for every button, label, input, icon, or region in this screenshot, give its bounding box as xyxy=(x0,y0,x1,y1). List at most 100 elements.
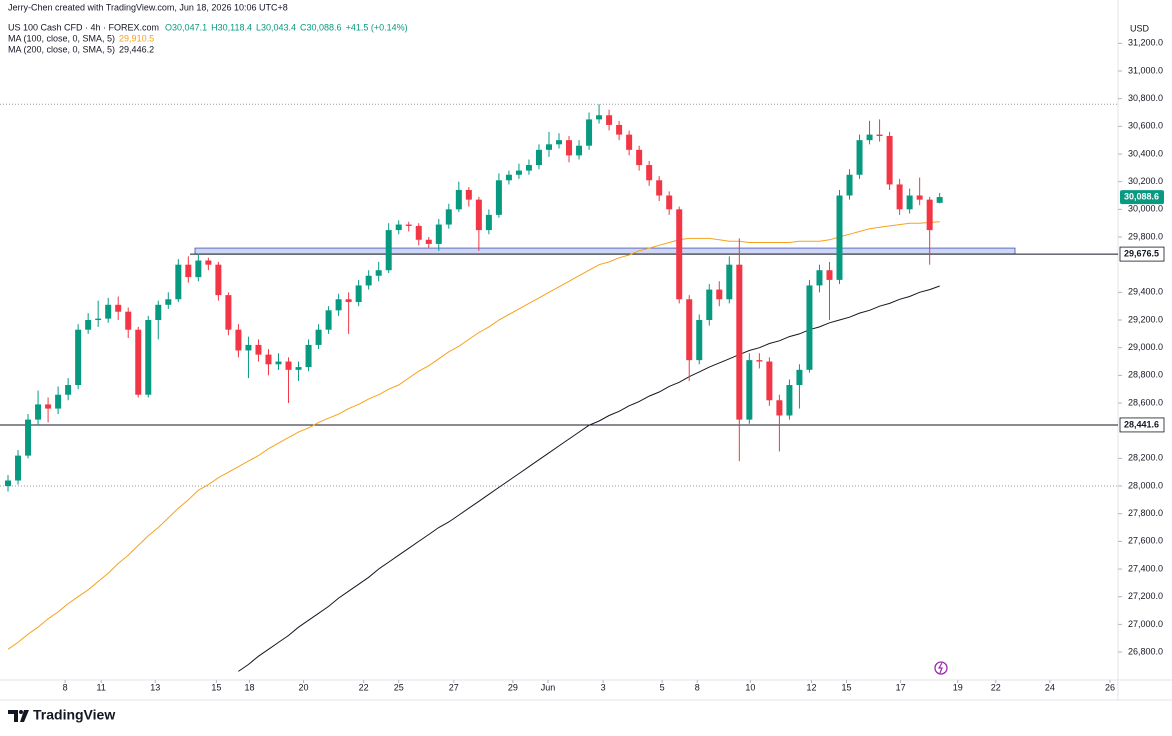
candle-body xyxy=(135,329,142,395)
candle-body xyxy=(616,124,623,135)
y-tick-label: 27,400.0 xyxy=(1128,563,1163,573)
candle-body xyxy=(646,165,653,181)
candle-body xyxy=(676,209,683,300)
candle-body xyxy=(445,209,452,225)
candle-body xyxy=(275,361,282,365)
candle-body xyxy=(245,344,252,351)
candle-body xyxy=(786,385,793,416)
candle-body xyxy=(45,404,52,409)
candle-body xyxy=(576,145,583,156)
candle-body xyxy=(686,299,693,361)
legend-value: 29,910.5 xyxy=(119,33,154,43)
candle-body xyxy=(495,180,502,215)
candle-body xyxy=(525,165,532,171)
y-tick-label: 29,800.0 xyxy=(1128,231,1163,241)
candle-body xyxy=(325,310,332,330)
candle-body xyxy=(95,318,102,321)
candle-body xyxy=(796,369,803,386)
candle-body xyxy=(596,115,603,120)
ohlc-value: C30,088.6 xyxy=(300,22,342,32)
candle-body xyxy=(776,400,783,416)
candle-body xyxy=(195,260,202,278)
candle-body xyxy=(926,199,933,231)
brand: TradingView xyxy=(33,707,115,723)
ohlc-value: +41.5 (+0.14%) xyxy=(346,22,408,32)
candle-body xyxy=(716,289,723,300)
x-tick-label: 12 xyxy=(806,682,816,692)
candle-body xyxy=(586,119,593,146)
candle-body xyxy=(145,320,152,395)
x-tick-label: 8 xyxy=(695,682,700,692)
x-tick-label: 11 xyxy=(97,682,106,692)
candle-body xyxy=(385,230,392,271)
candle-body xyxy=(335,299,342,311)
candle-body xyxy=(355,285,362,303)
candle-body xyxy=(566,140,573,156)
candle-body xyxy=(15,455,22,481)
x-tick-label: 19 xyxy=(953,682,963,692)
x-tick-label: 17 xyxy=(896,682,906,692)
x-tick-label: 18 xyxy=(244,682,254,692)
candle-body xyxy=(305,344,312,368)
y-tick-label: 27,200.0 xyxy=(1128,591,1163,601)
candle-body xyxy=(535,149,542,166)
candle-body xyxy=(215,264,222,296)
candle-body xyxy=(285,361,292,370)
candle-body xyxy=(155,304,162,321)
y-tick-label: 28,200.0 xyxy=(1128,453,1163,463)
candle-body xyxy=(465,189,472,200)
x-tick-label: 22 xyxy=(991,682,1001,692)
candle-body xyxy=(766,361,773,401)
candle-body xyxy=(415,225,422,240)
x-tick-label: 10 xyxy=(745,682,755,692)
candle-body xyxy=(375,270,382,276)
y-tick-label: 28,800.0 xyxy=(1128,370,1163,380)
plot xyxy=(0,103,1118,672)
candle-body xyxy=(545,144,552,150)
candle-body xyxy=(556,140,562,145)
last-price-box xyxy=(1120,190,1164,205)
candle-body xyxy=(435,224,442,244)
candle-body xyxy=(235,329,242,351)
candle-body xyxy=(916,195,923,200)
x-tick-label: 25 xyxy=(394,682,404,692)
candle-body xyxy=(265,354,272,365)
candle-body xyxy=(656,180,663,196)
legend-name: MA (100, close, 0, SMA, 5) xyxy=(8,33,115,43)
x-tick-label: 8 xyxy=(63,682,68,692)
candle-body xyxy=(826,270,833,280)
candle-body xyxy=(105,304,112,319)
candle-body xyxy=(255,344,262,355)
y-tick-label: 27,600.0 xyxy=(1128,536,1163,546)
legend-value: 29,446.2 xyxy=(119,44,154,54)
candle-body xyxy=(706,289,713,321)
candle-body xyxy=(455,189,462,210)
x-tick-label: 15 xyxy=(211,682,221,692)
y-tick-label: 26,800.0 xyxy=(1128,646,1163,656)
candle-body xyxy=(165,299,172,305)
candle-body xyxy=(5,480,12,487)
candle-body xyxy=(75,329,82,386)
y-tick-label: 31,200.0 xyxy=(1128,38,1163,48)
symbol: US 100 Cash CFD · 4h · FOREX.com xyxy=(8,22,159,32)
currency: USD xyxy=(1130,23,1150,33)
candle-body xyxy=(636,149,643,166)
y-tick-label: 30,000.0 xyxy=(1128,204,1163,214)
x-tick-label: 5 xyxy=(660,682,665,692)
candle-body xyxy=(806,285,813,370)
x-tick-label: 22 xyxy=(359,682,369,692)
y-tick-label: 27,000.0 xyxy=(1128,619,1163,629)
candle-body xyxy=(205,260,212,265)
y-tick-label: 29,400.0 xyxy=(1128,287,1163,297)
candle-body xyxy=(65,385,72,395)
level-label-box xyxy=(1119,246,1165,262)
candle-body xyxy=(115,304,122,312)
x-tick-label: 27 xyxy=(449,682,459,692)
candle-body xyxy=(295,367,302,370)
last-price-label: 30,088.6 xyxy=(1124,191,1159,201)
ohlc-value: H30,118.4 xyxy=(211,22,252,32)
candle-body xyxy=(836,195,843,280)
candle-body xyxy=(896,184,903,210)
x-tick-label: Jun xyxy=(541,682,556,692)
